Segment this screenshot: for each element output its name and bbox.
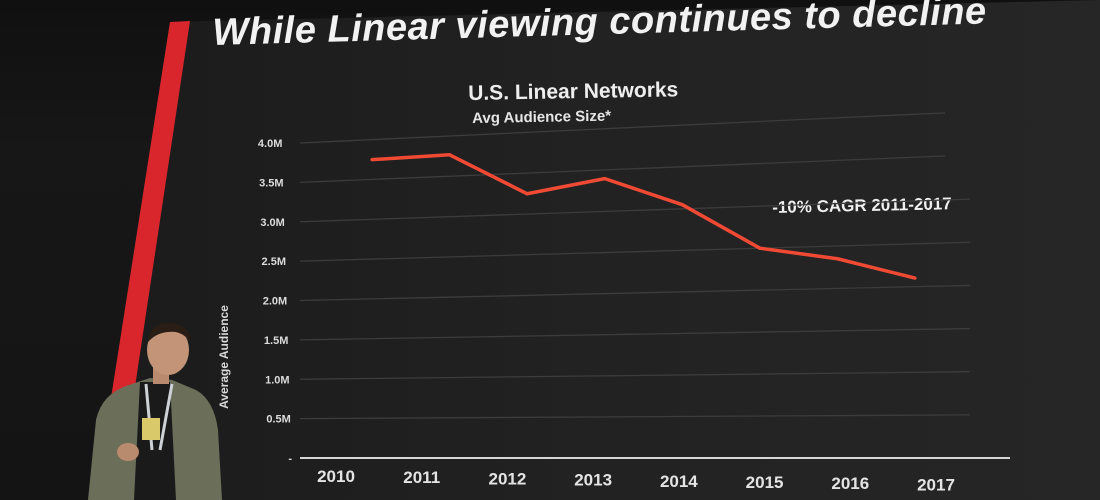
data-point-2014 <box>680 203 684 207</box>
gridlines <box>299 112 1010 459</box>
y-tick-label: 3.5M <box>259 177 283 189</box>
x-tick-label: 2011 <box>403 468 440 487</box>
y-tick-label: 1.0M <box>265 374 289 386</box>
x-tick-label: 2013 <box>574 471 612 490</box>
x-tick-label: 2015 <box>746 473 784 492</box>
data-point-2012 <box>525 192 529 196</box>
y-tick-label: 3.0M <box>260 217 284 229</box>
red-accent-bar <box>95 21 190 500</box>
y-tick-labels: - 0.5M 1.0M 1.5M 2.0M 2.5M 3.0M 3.5M 4.0M <box>258 138 292 465</box>
gridline <box>299 284 971 302</box>
y-tick-label: 0.5M <box>266 414 290 426</box>
y-tick-label: - <box>288 453 292 465</box>
data-point-2013 <box>603 177 607 181</box>
data-point-2017 <box>913 276 917 280</box>
gridline <box>299 155 946 184</box>
x-tick-label: 2012 <box>489 469 527 488</box>
data-point-2010 <box>370 158 374 162</box>
gridline <box>299 414 971 420</box>
gridline <box>299 112 946 144</box>
series-line <box>371 153 916 280</box>
gridline <box>299 241 971 262</box>
data-point-2016 <box>835 257 840 261</box>
x-tick-label: 2016 <box>831 474 869 493</box>
data-point-2011 <box>447 153 452 157</box>
y-tick-label: 1.5M <box>264 335 288 347</box>
gridline <box>299 371 971 380</box>
gridline <box>299 198 971 223</box>
y-tick-label: 2.5M <box>262 256 286 268</box>
x-tick-label: 2014 <box>660 472 698 491</box>
x-tick-labels: 2010 2011 2012 2013 2014 2015 2016 2017 <box>317 467 955 494</box>
y-tick-label: 2.0M <box>263 296 287 308</box>
x-tick-label: 2010 <box>317 467 355 486</box>
series-lines <box>370 153 917 280</box>
gridline <box>299 327 971 341</box>
y-tick-label: 4.0M <box>258 138 282 150</box>
x-tick-label: 2017 <box>917 475 955 494</box>
data-point-2015 <box>758 246 762 250</box>
